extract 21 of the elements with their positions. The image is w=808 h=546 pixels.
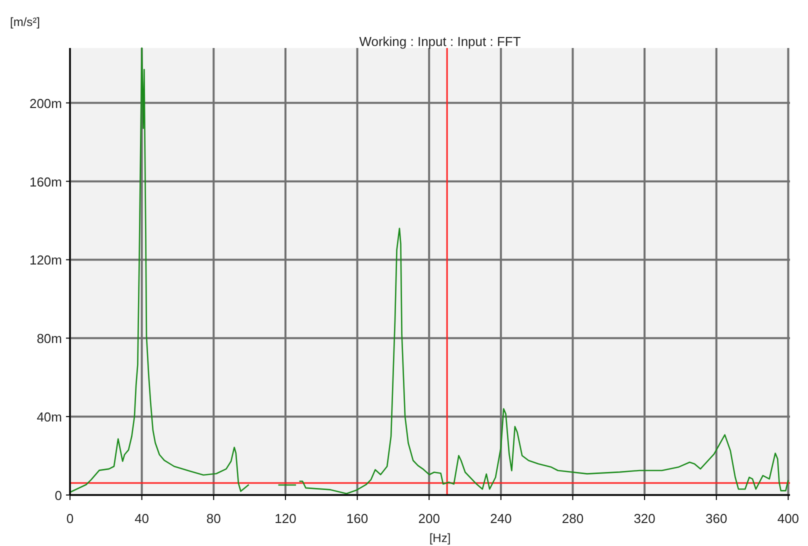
x-tick-label: 80 <box>206 511 221 526</box>
line-series <box>298 228 789 494</box>
x-tick-label: 160 <box>346 511 368 526</box>
x-tick-label: 120 <box>274 511 296 526</box>
x-tick-label: 0 <box>66 511 74 526</box>
x-tick-label: 200 <box>418 511 440 526</box>
y-tick-label: 40m <box>36 410 62 425</box>
x-tick-label: 240 <box>490 511 512 526</box>
x-tick-label: 40 <box>134 511 150 526</box>
y-tick-label: 120m <box>29 252 62 268</box>
x-axis-title: [Hz] <box>429 531 451 545</box>
x-tick-label: 360 <box>706 511 728 526</box>
x-tick-label: 320 <box>634 511 656 526</box>
chart-title: Working : Input : Input : FFT <box>359 34 521 49</box>
y-tick-label: 0 <box>54 488 62 503</box>
y-tick-label: 80m <box>36 331 62 346</box>
y-tick-label: 160m <box>29 174 62 190</box>
y-axis-title: [m/s²] <box>10 15 40 29</box>
y-tick-label: 200m <box>29 96 62 111</box>
x-tick-label: 400 <box>777 511 800 526</box>
x-tick-label: 280 <box>562 511 584 526</box>
